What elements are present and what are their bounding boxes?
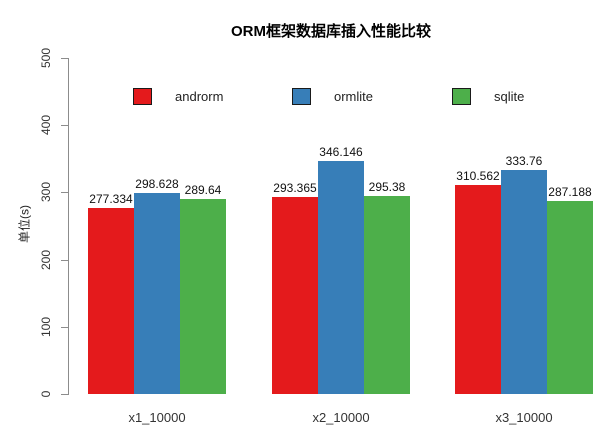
x-category-label: x1_10000 xyxy=(128,410,186,425)
legend-label: androrm xyxy=(175,89,224,104)
y-axis-line xyxy=(68,58,69,395)
legend-label: sqlite xyxy=(494,89,525,104)
legend-swatch-ormlite xyxy=(292,88,311,105)
bar-androrm-x1_10000 xyxy=(88,207,134,394)
y-tick-label: 400 xyxy=(39,115,53,136)
y-tick-mark xyxy=(61,192,68,194)
bar-androrm-x2_10000 xyxy=(272,196,318,394)
bar-sqlite-x2_10000 xyxy=(364,195,410,394)
x-category-label: x3_10000 xyxy=(495,410,553,425)
bar-value-label: 287.188 xyxy=(548,185,592,199)
bar-value-label: 298.628 xyxy=(135,177,179,192)
y-axis-label: 单位(s) xyxy=(17,205,32,243)
bar-value-label: 310.562 xyxy=(456,169,500,184)
chart-title: ORM框架数据库插入性能比较 xyxy=(231,23,431,40)
legend-swatch-sqlite xyxy=(452,88,471,105)
legend-swatch-androrm xyxy=(133,88,152,105)
bar-androrm-x3_10000 xyxy=(455,185,501,394)
y-tick-label: 300 xyxy=(39,182,53,203)
y-tick-mark xyxy=(61,326,68,328)
y-tick-mark xyxy=(61,259,68,261)
bar-value-label: 293.365 xyxy=(273,180,317,195)
bar-value-label: 277.334 xyxy=(89,191,133,206)
bar-sqlite-x3_10000 xyxy=(547,201,593,394)
bar-value-label: 346.146 xyxy=(319,145,363,160)
y-tick-mark xyxy=(61,58,68,59)
x-category-label: x2_10000 xyxy=(312,410,370,425)
bar-ormlite-x3_10000 xyxy=(501,169,547,394)
bar-sqlite-x1_10000 xyxy=(180,199,226,394)
y-tick-label: 500 xyxy=(39,47,53,69)
legend-label: ormlite xyxy=(334,89,374,104)
y-tick-label: 0 xyxy=(39,390,53,398)
bar-ormlite-x1_10000 xyxy=(134,193,180,394)
bar-value-label: 289.64 xyxy=(184,183,222,198)
y-tick-label: 100 xyxy=(39,316,53,337)
bar-ormlite-x2_10000 xyxy=(318,161,364,394)
bar-value-label: 295.38 xyxy=(368,179,406,194)
y-tick-label: 200 xyxy=(39,249,53,270)
legend-entry-sqlite: sqlite xyxy=(452,88,524,105)
legend-entry-androrm: androrm xyxy=(133,88,223,105)
bar-value-label: 333.76 xyxy=(505,153,543,168)
y-tick-mark xyxy=(61,394,68,395)
legend-entry-ormlite: ormlite xyxy=(292,88,373,105)
y-tick-mark xyxy=(61,125,68,127)
